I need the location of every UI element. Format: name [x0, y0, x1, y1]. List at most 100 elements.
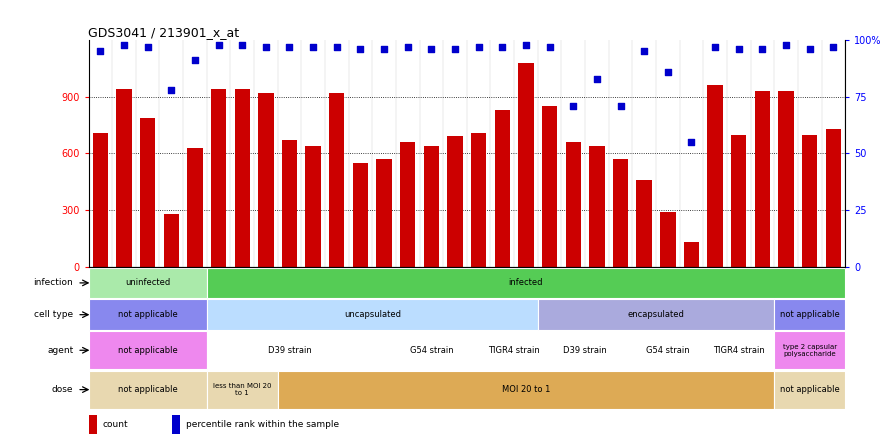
Bar	[305, 146, 321, 267]
Bar	[207, 268, 845, 298]
Point	[589, 75, 604, 82]
Text: dose: dose	[52, 385, 73, 394]
Bar	[589, 146, 604, 267]
Bar	[774, 299, 845, 330]
Text: uncapsulated: uncapsulated	[343, 310, 401, 319]
Bar	[704, 331, 774, 369]
Bar	[636, 180, 652, 267]
Bar	[207, 371, 278, 408]
Point	[235, 41, 250, 48]
Text: not applicable: not applicable	[780, 310, 840, 319]
Bar	[88, 415, 96, 433]
Text: percentile rank within the sample: percentile rank within the sample	[186, 420, 339, 429]
Bar	[88, 371, 207, 408]
Bar	[353, 163, 368, 267]
Text: type 2 capsular
polysaccharide: type 2 capsular polysaccharide	[782, 344, 837, 357]
Bar	[633, 331, 704, 369]
Bar	[172, 415, 180, 433]
Text: D39 strain: D39 strain	[563, 346, 607, 355]
Point	[353, 45, 367, 52]
Point	[117, 41, 131, 48]
Bar	[93, 133, 108, 267]
Point	[448, 45, 462, 52]
Bar	[188, 148, 203, 267]
Bar	[490, 331, 538, 369]
Bar	[424, 146, 439, 267]
Text: cell type: cell type	[35, 310, 73, 319]
Point	[827, 43, 841, 50]
Bar	[519, 63, 534, 267]
Text: encapsulated: encapsulated	[627, 310, 684, 319]
Point	[258, 43, 273, 50]
Bar	[612, 159, 628, 267]
Text: not applicable: not applicable	[118, 346, 178, 355]
Bar	[802, 135, 818, 267]
Bar	[140, 118, 155, 267]
Point	[472, 43, 486, 50]
Bar	[826, 129, 841, 267]
Point	[637, 48, 651, 55]
Bar	[471, 133, 487, 267]
Point	[661, 68, 675, 75]
Text: TIGR4 strain: TIGR4 strain	[489, 346, 540, 355]
Point	[496, 43, 510, 50]
Bar	[329, 93, 344, 267]
Bar	[278, 371, 774, 408]
Bar	[235, 89, 250, 267]
Bar	[755, 91, 770, 267]
Text: infected: infected	[509, 278, 543, 287]
Bar	[684, 242, 699, 267]
Point	[566, 102, 581, 109]
Text: less than MOI 20
to 1: less than MOI 20 to 1	[213, 383, 272, 396]
Point	[93, 48, 107, 55]
Point	[543, 43, 557, 50]
Text: TIGR4 strain: TIGR4 strain	[713, 346, 765, 355]
Point	[519, 41, 533, 48]
Text: G54 strain: G54 strain	[646, 346, 689, 355]
Text: not applicable: not applicable	[118, 385, 178, 394]
Bar	[660, 212, 675, 267]
Bar	[774, 371, 845, 408]
Bar	[116, 89, 132, 267]
Text: MOI 20 to 1: MOI 20 to 1	[502, 385, 550, 394]
Bar	[538, 331, 633, 369]
Bar	[207, 299, 538, 330]
Point	[803, 45, 817, 52]
Bar	[164, 214, 179, 267]
Bar	[566, 142, 581, 267]
Point	[141, 43, 155, 50]
Point	[779, 41, 793, 48]
Text: infection: infection	[34, 278, 73, 287]
Bar	[774, 331, 845, 369]
Text: count: count	[103, 420, 128, 429]
Point	[613, 102, 627, 109]
Point	[684, 139, 698, 146]
Bar	[707, 85, 723, 267]
Text: agent: agent	[47, 346, 73, 355]
Bar	[542, 106, 558, 267]
Text: D39 strain: D39 strain	[267, 346, 312, 355]
Bar	[495, 110, 510, 267]
Point	[188, 57, 202, 64]
Point	[330, 43, 344, 50]
Bar	[376, 159, 392, 267]
Text: not applicable: not applicable	[780, 385, 840, 394]
Bar	[258, 93, 273, 267]
Point	[165, 87, 179, 94]
Text: GDS3041 / 213901_x_at: GDS3041 / 213901_x_at	[88, 26, 240, 39]
Text: uninfected: uninfected	[125, 278, 170, 287]
Bar	[207, 331, 373, 369]
Point	[306, 43, 320, 50]
Text: G54 strain: G54 strain	[410, 346, 453, 355]
Point	[401, 43, 415, 50]
Bar	[211, 89, 227, 267]
Text: not applicable: not applicable	[118, 310, 178, 319]
Point	[708, 43, 722, 50]
Bar	[373, 331, 490, 369]
Point	[424, 45, 438, 52]
Bar	[400, 142, 415, 267]
Bar	[538, 299, 774, 330]
Bar	[447, 136, 463, 267]
Bar	[779, 91, 794, 267]
Point	[212, 41, 226, 48]
